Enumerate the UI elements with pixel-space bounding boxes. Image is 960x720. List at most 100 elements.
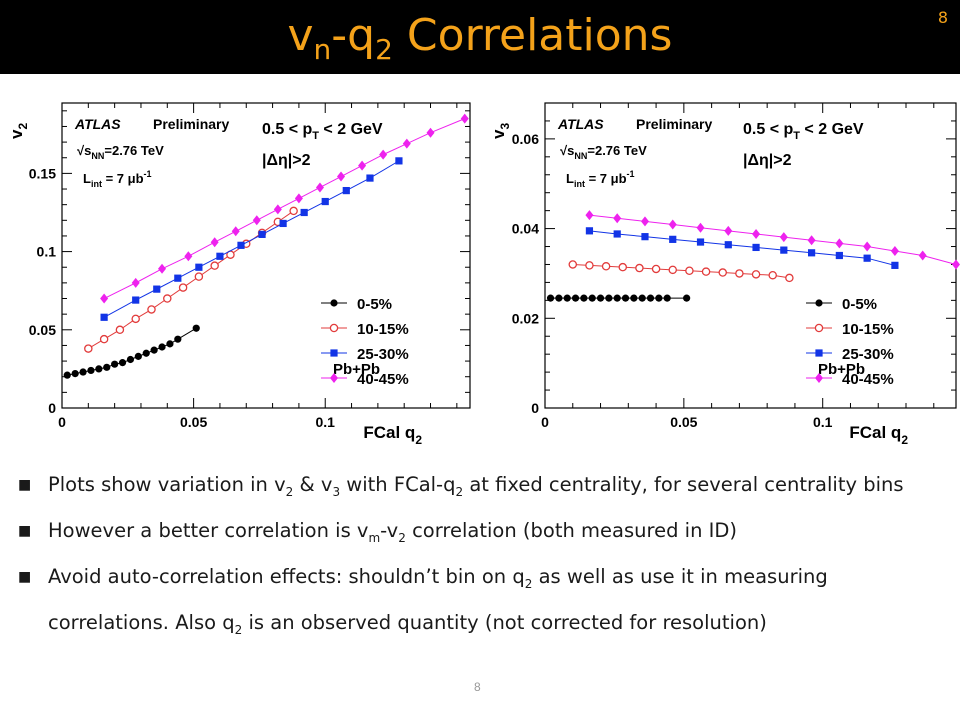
data-point	[178, 283, 188, 292]
lumi-label: Lint = 7 μb-1	[566, 169, 635, 189]
data-point	[724, 241, 732, 249]
data-point	[147, 305, 156, 314]
y-axis-label-sub: 3	[498, 123, 512, 130]
data-point	[231, 226, 240, 237]
data-point	[621, 294, 630, 302]
bullet-subscript: 2	[524, 576, 533, 591]
data-point	[337, 171, 346, 182]
data-point	[258, 230, 266, 238]
legend-label: 0-5%	[842, 296, 877, 313]
energy-label: √sNN=2.76 TeV	[560, 143, 647, 161]
legend-marker	[330, 349, 338, 357]
energy-sqrt: √s	[77, 143, 91, 158]
data-point	[588, 294, 596, 302]
data-point	[87, 366, 95, 375]
x-axis-label: FCal q2	[849, 423, 908, 447]
data-point	[735, 269, 744, 278]
lumi-value: = 7 μb	[585, 171, 627, 186]
y-axis-label: v3	[489, 123, 512, 139]
data-point	[163, 294, 172, 303]
data-point	[724, 225, 733, 236]
legend-marker	[329, 323, 339, 333]
x-axis-label-main: FCal q	[363, 423, 415, 442]
energy-value: =2.76 TeV	[104, 143, 164, 158]
lumi-main: L	[83, 171, 91, 186]
data-point	[863, 241, 872, 252]
data-point	[402, 138, 411, 149]
data-point	[663, 294, 671, 302]
legend-marker	[815, 373, 823, 383]
data-point	[118, 359, 127, 367]
eta-label: |Δη|>2	[743, 152, 792, 169]
pt-left: 0.5 < p	[743, 121, 793, 138]
data-point	[752, 228, 761, 239]
data-point	[685, 266, 694, 275]
data-point	[701, 267, 711, 276]
data-point	[195, 263, 203, 271]
bullet-subscript: 2	[285, 484, 294, 499]
slide-title: vn-q2 Correlations	[0, 4, 960, 68]
legend-marker	[330, 373, 338, 383]
data-point	[669, 235, 677, 243]
data-point	[807, 249, 816, 257]
data-point	[655, 294, 663, 302]
legend-marker	[815, 299, 823, 307]
data-point	[668, 219, 677, 230]
pt-sub: T	[312, 130, 319, 142]
data-point	[752, 243, 760, 252]
bullet-text: with FCal-q	[340, 473, 456, 496]
system-label: Pb+Pb	[333, 361, 380, 378]
series-25-30%	[100, 157, 403, 321]
data-point	[768, 270, 777, 280]
bullet-text: at fixed centrality, for several central…	[463, 473, 904, 496]
pt-label: 0.5 < pT < 2 GeV	[262, 121, 383, 142]
data-point	[618, 262, 628, 272]
legend-marker	[330, 299, 338, 307]
data-point	[696, 238, 705, 246]
title-sub-2: 2	[375, 33, 393, 66]
data-point	[166, 340, 174, 348]
atlas-label: ATLAS	[557, 116, 604, 132]
slide-number-top: 8	[937, 8, 948, 27]
atlas-label: ATLAS	[74, 116, 121, 132]
data-point	[638, 294, 646, 302]
data-point	[568, 260, 578, 269]
pt-label: 0.5 < pT < 2 GeV	[743, 121, 864, 142]
series-line	[589, 230, 896, 266]
bullet-list: ■ Plots show variation in v2 & v3 with FC…	[18, 462, 953, 646]
bullet-text: However a better correlation is v	[48, 519, 369, 542]
data-point	[289, 206, 298, 216]
data-point	[210, 237, 219, 248]
bullet-text: is an observed quantity (not corrected f…	[242, 611, 767, 634]
data-point	[555, 294, 563, 302]
data-point	[585, 210, 594, 221]
data-point	[184, 251, 193, 262]
series-0-5%	[546, 294, 691, 302]
y-tick-label: 0	[531, 400, 539, 416]
data-point	[294, 193, 303, 204]
data-point	[863, 254, 871, 262]
data-point	[358, 160, 367, 171]
bullet-text: -v	[380, 519, 399, 542]
data-point	[132, 296, 140, 304]
plot-frame	[61, 102, 471, 409]
bullet-subscript: 2	[455, 484, 464, 499]
title-rest: Correlations	[392, 10, 673, 61]
data-point	[131, 277, 140, 288]
legend-label: 10-15%	[842, 321, 894, 338]
data-point	[952, 259, 960, 270]
legend-marker	[814, 323, 824, 333]
data-point	[835, 251, 843, 260]
data-point	[210, 261, 219, 270]
legend-label: 40-45%	[842, 371, 894, 388]
series-line	[589, 214, 957, 265]
data-point	[563, 294, 571, 302]
data-point	[126, 355, 135, 364]
data-point	[646, 294, 655, 302]
data-point	[100, 313, 108, 321]
x-axis-label-sub: 2	[901, 433, 908, 447]
data-point	[216, 252, 224, 260]
data-point	[174, 335, 182, 343]
preliminary-label: Preliminary	[636, 116, 712, 132]
bullet-subscript: 2	[234, 622, 243, 637]
